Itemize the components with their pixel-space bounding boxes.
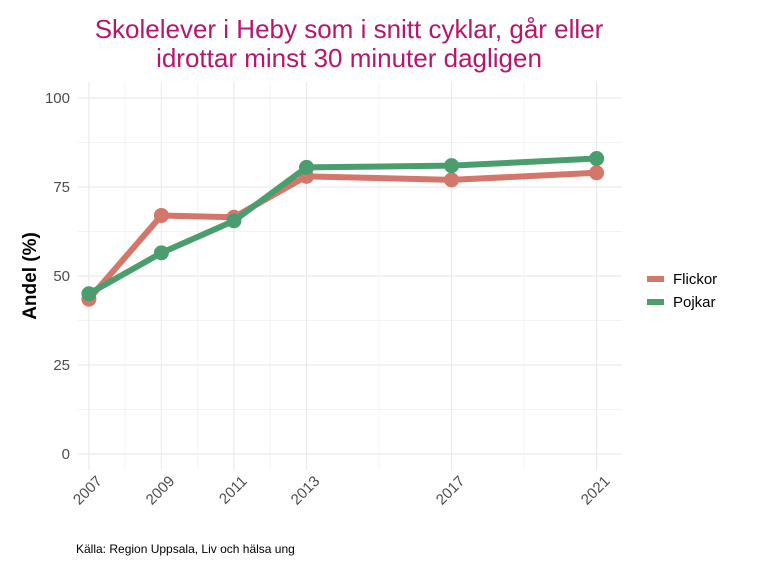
grid: [78, 82, 622, 470]
data-point-pojkar: [153, 245, 169, 261]
series-line-flickor: [85, 169, 600, 303]
legend-label-flickor: Flickor: [673, 271, 717, 288]
x-tick-label: 2017: [433, 473, 469, 509]
y-tick-label: 50: [53, 268, 70, 285]
source-caption: Källa: Region Uppsala, Liv och hälsa ung: [76, 542, 295, 556]
y-tick-label: 100: [45, 90, 70, 107]
x-tick-label: 2011: [216, 473, 251, 508]
y-tick-label: 25: [53, 357, 70, 374]
data-point-pojkar: [226, 213, 242, 229]
x-tick-label: 2007: [70, 473, 106, 509]
y-axis-ticks: 0 25 50 75 100: [45, 90, 70, 463]
y-tick-label: 0: [62, 446, 70, 463]
data-point-pojkar: [81, 286, 97, 302]
y-tick-label: 75: [53, 179, 70, 196]
data-point-pojkar: [444, 158, 460, 174]
x-axis-ticks: 2007 2009 2011 2013 2017 2021: [70, 473, 613, 509]
y-axis-label: Andel (%): [20, 232, 41, 320]
x-tick-label: 2013: [288, 473, 324, 509]
series-line-pojkar: [85, 155, 600, 297]
legend-label-pojkar: Pojkar: [673, 294, 716, 311]
data-point-pojkar: [589, 151, 605, 167]
chart-title-line-1: Skolelever i Heby som i snitt cyklar, gå…: [95, 14, 604, 44]
legend: Flickor Pojkar: [647, 271, 717, 311]
data-point-flickor: [444, 172, 460, 188]
series-layer: [81, 151, 605, 307]
x-tick-label: 2009: [143, 473, 179, 509]
data-point-flickor: [589, 165, 605, 181]
data-point-pojkar: [298, 159, 314, 175]
data-point-flickor: [153, 207, 169, 223]
x-tick-label: 2021: [578, 473, 614, 509]
chart-title-line-2: idrottar minst 30 minuter dagligen: [156, 43, 542, 73]
